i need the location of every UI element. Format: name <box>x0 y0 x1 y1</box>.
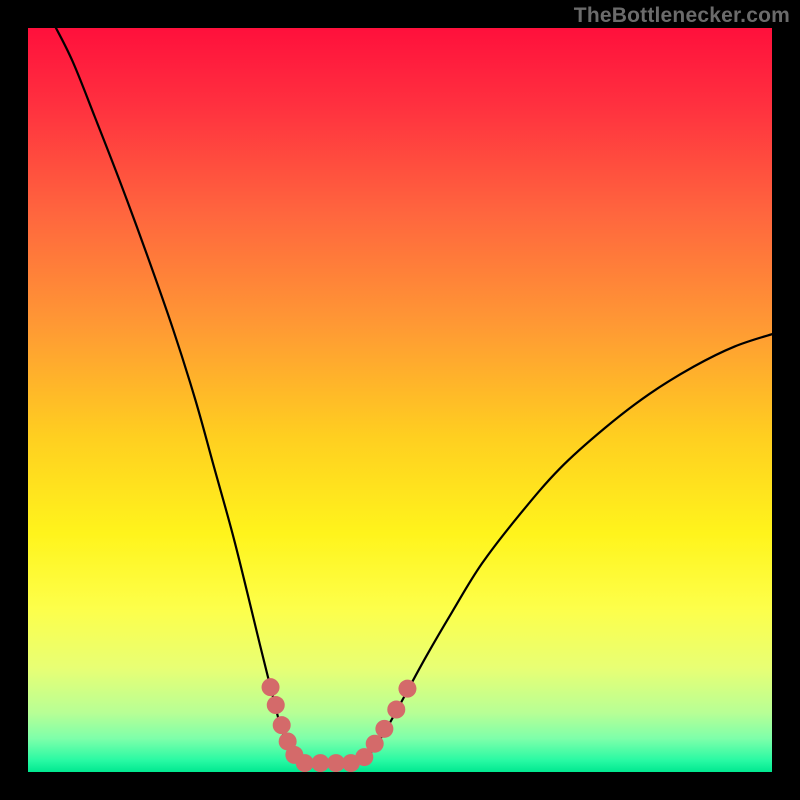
gradient-background <box>28 28 772 772</box>
marker-dot <box>267 696 285 714</box>
bottleneck-chart <box>0 0 800 800</box>
watermark-text: TheBottlenecker.com <box>574 4 790 28</box>
marker-dot <box>296 754 314 772</box>
marker-dot <box>262 678 280 696</box>
marker-dot <box>375 720 393 738</box>
chart-container: TheBottlenecker.com <box>0 0 800 800</box>
marker-dot <box>387 701 405 719</box>
marker-dot <box>398 680 416 698</box>
marker-dot <box>273 716 291 734</box>
marker-dot <box>311 754 329 772</box>
marker-dot <box>366 735 384 753</box>
